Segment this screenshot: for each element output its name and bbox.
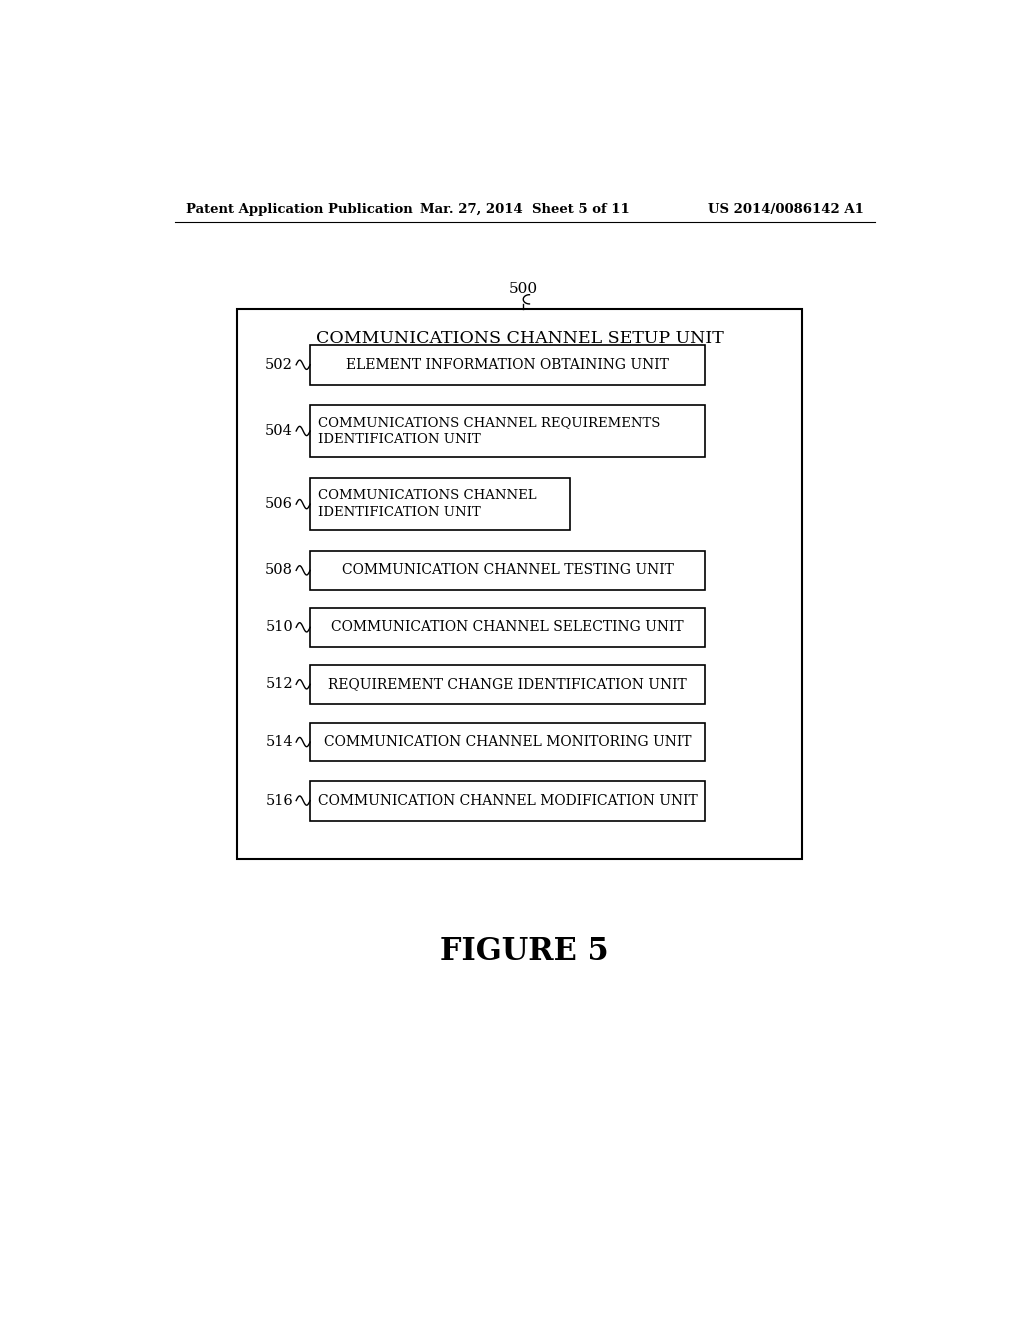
Text: 510: 510	[265, 620, 293, 635]
Text: COMMUNICATION CHANNEL MONITORING UNIT: COMMUNICATION CHANNEL MONITORING UNIT	[324, 735, 691, 748]
Text: 516: 516	[265, 793, 293, 808]
Bar	[310, 552, 706, 590]
Text: 508: 508	[265, 564, 293, 577]
Text: 504: 504	[265, 424, 293, 438]
Text: FIGURE 5: FIGURE 5	[440, 936, 609, 968]
Text: REQUIREMENT CHANGE IDENTIFICATION UNIT: REQUIREMENT CHANGE IDENTIFICATION UNIT	[329, 677, 687, 692]
Text: COMMUNICATIONS CHANNEL REQUIREMENTS
IDENTIFICATION UNIT: COMMUNICATIONS CHANNEL REQUIREMENTS IDEN…	[317, 416, 660, 446]
Bar	[310, 405, 706, 457]
Text: COMMUNICATION CHANNEL TESTING UNIT: COMMUNICATION CHANNEL TESTING UNIT	[342, 564, 674, 577]
Bar	[310, 780, 706, 821]
Bar	[310, 609, 706, 647]
Text: 502: 502	[265, 358, 293, 372]
Text: COMMUNICATIONS CHANNEL
IDENTIFICATION UNIT: COMMUNICATIONS CHANNEL IDENTIFICATION UN…	[317, 490, 537, 519]
Text: COMMUNICATION CHANNEL SELECTING UNIT: COMMUNICATION CHANNEL SELECTING UNIT	[332, 620, 684, 635]
Text: 512: 512	[265, 677, 293, 692]
Text: 500: 500	[509, 281, 538, 296]
Bar	[310, 723, 706, 762]
Bar	[310, 478, 569, 531]
Text: 506: 506	[265, 498, 293, 511]
Bar	[310, 665, 706, 704]
Text: 514: 514	[265, 735, 293, 748]
Text: US 2014/0086142 A1: US 2014/0086142 A1	[709, 203, 864, 216]
Bar	[237, 309, 802, 859]
Text: Patent Application Publication: Patent Application Publication	[186, 203, 413, 216]
Text: COMMUNICATIONS CHANNEL SETUP UNIT: COMMUNICATIONS CHANNEL SETUP UNIT	[315, 330, 723, 347]
Bar	[310, 345, 706, 385]
Text: ELEMENT INFORMATION OBTAINING UNIT: ELEMENT INFORMATION OBTAINING UNIT	[346, 358, 670, 372]
Text: Mar. 27, 2014  Sheet 5 of 11: Mar. 27, 2014 Sheet 5 of 11	[420, 203, 630, 216]
Text: COMMUNICATION CHANNEL MODIFICATION UNIT: COMMUNICATION CHANNEL MODIFICATION UNIT	[317, 793, 697, 808]
